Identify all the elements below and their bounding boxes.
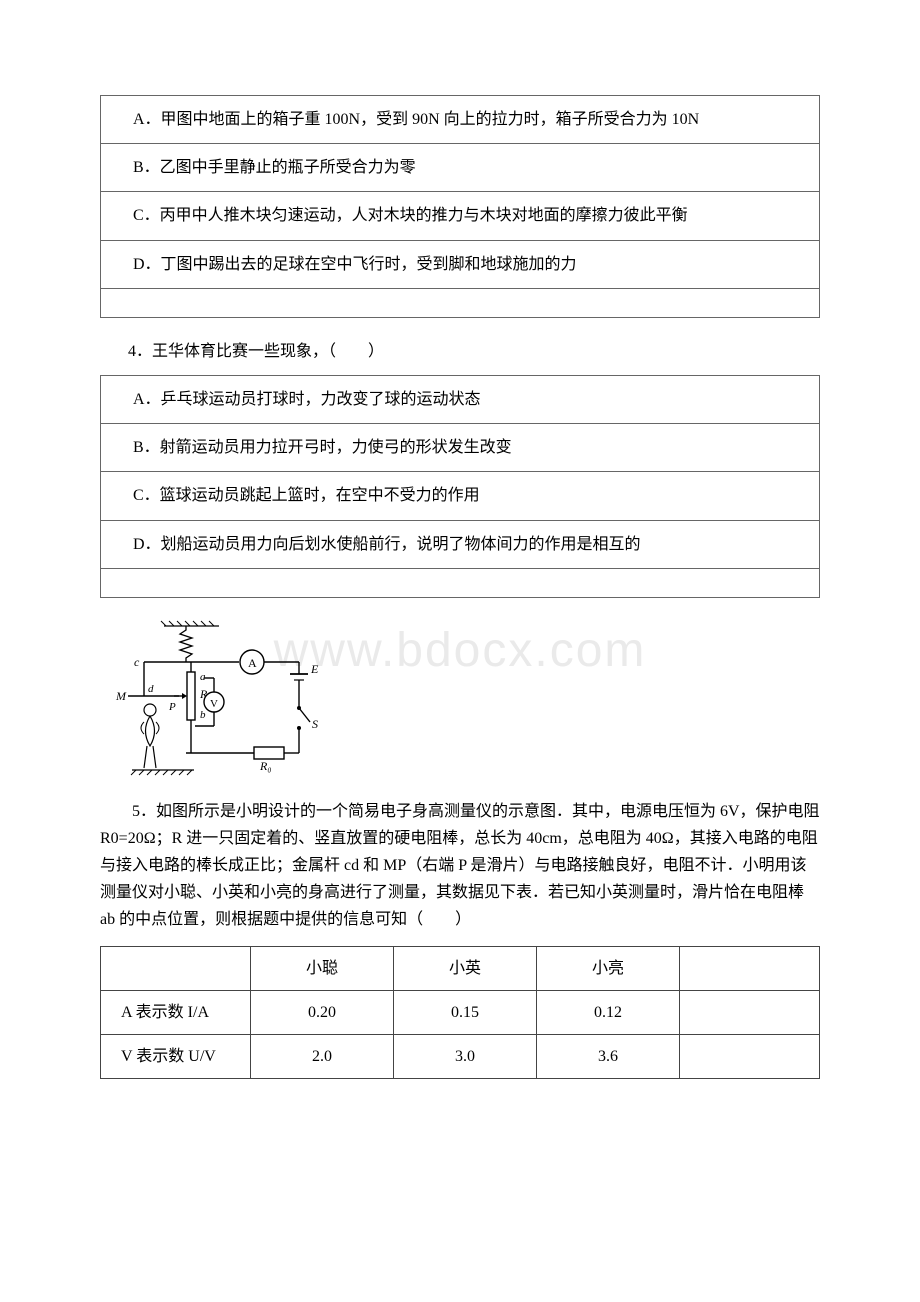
label-P: P bbox=[168, 701, 176, 713]
q4-option-c: C．篮球运动员跳起上篮时，在空中不受力的作用 bbox=[101, 472, 819, 520]
row1-c3: 0.12 bbox=[537, 990, 680, 1034]
table-row-current: A 表示数 I/A 0.20 0.15 0.12 bbox=[101, 990, 820, 1034]
q4-stem: 4．王华体育比赛一些现象，（ ） bbox=[100, 338, 820, 375]
table-row-voltage: V 表示数 U/V 2.0 3.0 3.6 bbox=[101, 1035, 820, 1079]
q4-option-d: D．划船运动员用力向后划水使船前行，说明了物体间力的作用是相互的 bbox=[101, 521, 819, 569]
row2-c1: 2.0 bbox=[251, 1035, 394, 1079]
label-S: S bbox=[312, 717, 318, 731]
label-voltmeter: V bbox=[210, 698, 218, 710]
th-xiaoying: 小英 bbox=[394, 946, 537, 990]
th-trailing bbox=[680, 946, 820, 990]
label-ammeter: A bbox=[248, 656, 257, 670]
q4-option-b: B．射箭运动员用力拉开弓时，力使弓的形状发生改变 bbox=[101, 424, 819, 472]
q5-stem: 5．如图所示是小明设计的一个简易电子身高测量仪的示意图．其中，电源电压恒为 6V… bbox=[100, 798, 820, 946]
row2-c2: 3.0 bbox=[394, 1035, 537, 1079]
label-R0: R₀ bbox=[259, 759, 272, 773]
row1-c1: 0.20 bbox=[251, 990, 394, 1034]
q4-options-box: A．乒乓球运动员打球时，力改变了球的运动状态 B．射箭运动员用力拉开弓时，力使弓… bbox=[100, 375, 820, 598]
circuit-diagram: c A E S R₀ M bbox=[114, 618, 334, 788]
th-xiaoliang: 小亮 bbox=[537, 946, 680, 990]
q3-option-b: B．乙图中手里静止的瓶子所受合力为零 bbox=[101, 144, 819, 192]
label-E: E bbox=[310, 662, 319, 676]
q3-option-a: A．甲图中地面上的箱子重 100N，受到 90N 向上的拉力时，箱子所受合力为 … bbox=[101, 96, 819, 144]
q3-option-d: D．丁图中踢出去的足球在空中飞行时，受到脚和地球施加的力 bbox=[101, 241, 819, 289]
q3-option-c: C．丙甲中人推木块匀速运动，人对木块的推力与木块对地面的摩擦力彼此平衡 bbox=[101, 192, 819, 240]
row1-c4 bbox=[680, 990, 820, 1034]
q4-blank-row bbox=[101, 569, 819, 597]
row2-c3: 3.6 bbox=[537, 1035, 680, 1079]
label-c: c bbox=[134, 655, 140, 669]
row1-label: A 表示数 I/A bbox=[101, 990, 251, 1034]
row2-label: V 表示数 U/V bbox=[101, 1035, 251, 1079]
th-xiaocong: 小聪 bbox=[251, 946, 394, 990]
th-blank bbox=[101, 946, 251, 990]
label-b: b bbox=[200, 709, 206, 721]
label-d: d bbox=[148, 683, 154, 695]
q3-blank-row bbox=[101, 289, 819, 317]
table-header-row: 小聪 小英 小亮 bbox=[101, 946, 820, 990]
q3-options-box: A．甲图中地面上的箱子重 100N，受到 90N 向上的拉力时，箱子所受合力为 … bbox=[100, 95, 820, 318]
data-table: 小聪 小英 小亮 A 表示数 I/A 0.20 0.15 0.12 V 表示数 … bbox=[100, 946, 820, 1080]
row2-c4 bbox=[680, 1035, 820, 1079]
q4-option-a: A．乒乓球运动员打球时，力改变了球的运动状态 bbox=[101, 376, 819, 424]
label-a: a bbox=[200, 671, 206, 683]
row1-c2: 0.15 bbox=[394, 990, 537, 1034]
label-M: M bbox=[115, 689, 127, 703]
